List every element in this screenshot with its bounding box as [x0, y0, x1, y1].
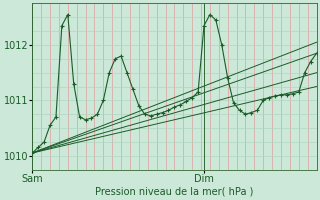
X-axis label: Pression niveau de la mer( hPa ): Pression niveau de la mer( hPa ): [95, 187, 253, 197]
